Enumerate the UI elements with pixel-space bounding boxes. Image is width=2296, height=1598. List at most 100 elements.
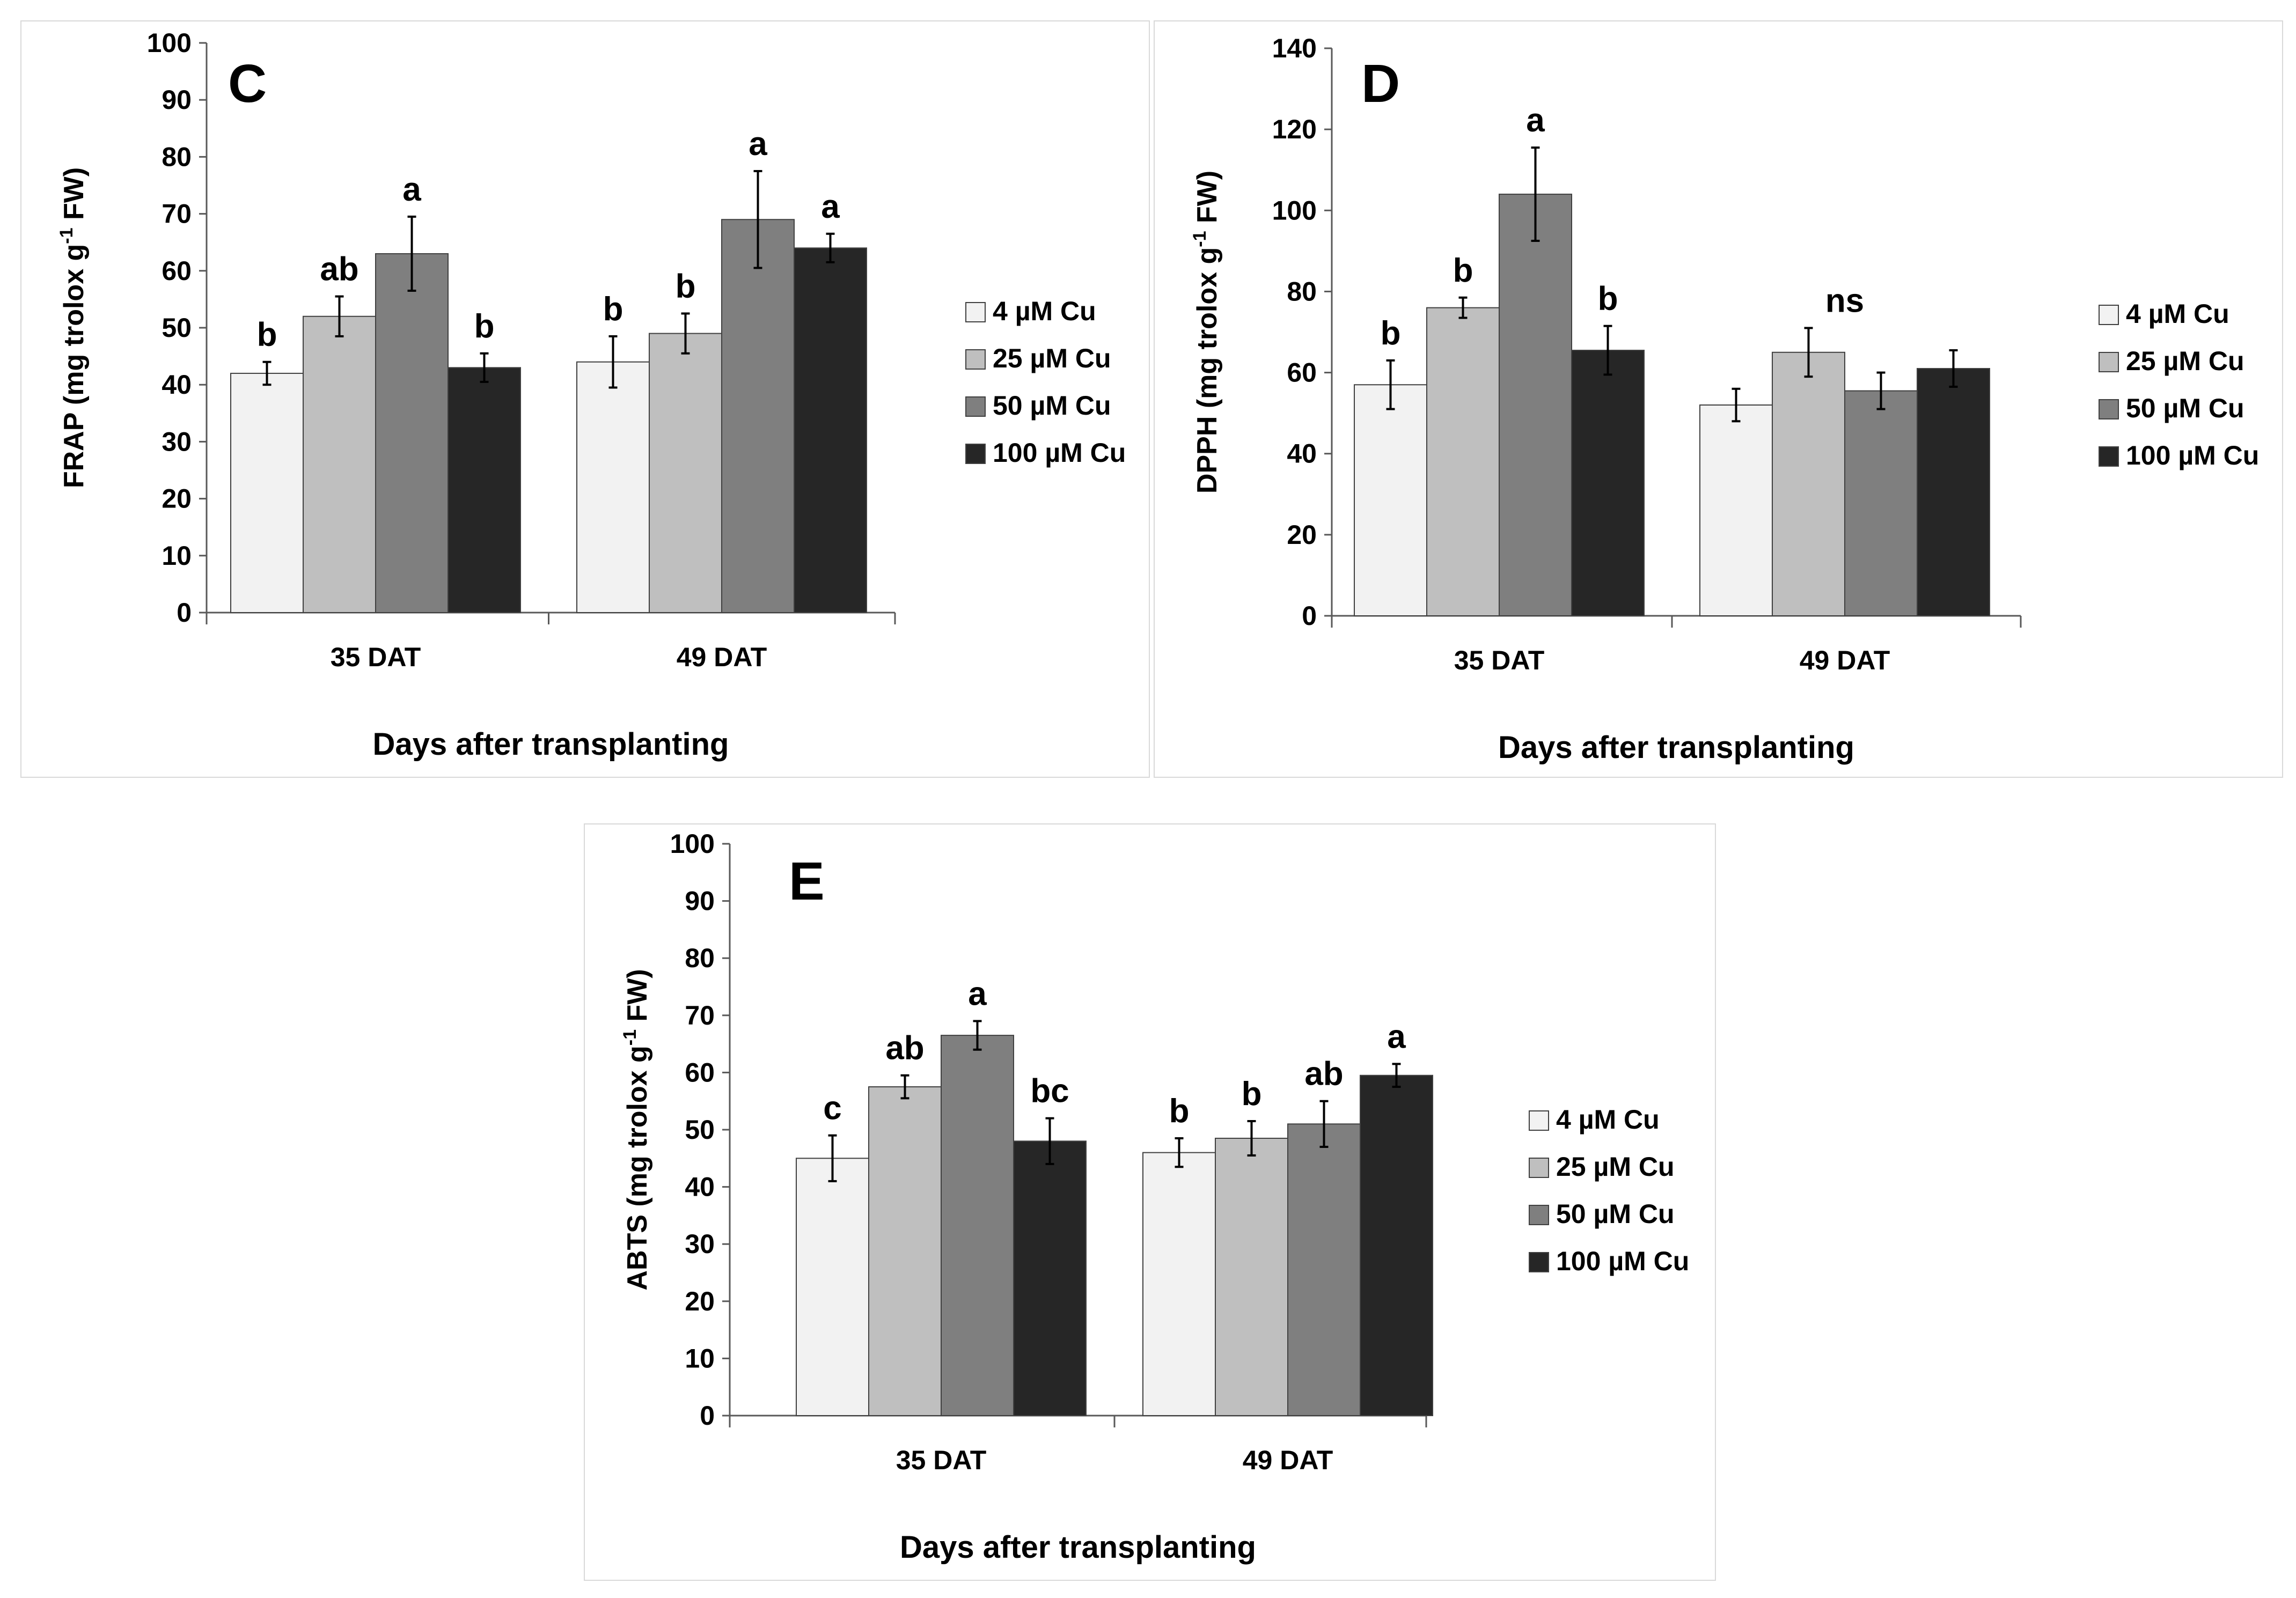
bar <box>448 367 521 614</box>
legend: 4 µM Cu 25 µM Cu 50 µM Cu 100 µM Cu <box>1529 1104 1689 1276</box>
significance-letter: a <box>1387 1018 1406 1055</box>
y-tick-label: 40 <box>162 370 192 400</box>
y-tick-label: 20 <box>685 1286 715 1316</box>
panel-label: E <box>789 851 825 911</box>
x-category-label: 49 DAT <box>677 642 767 672</box>
significance-letter: ab <box>320 251 358 288</box>
panel-label: C <box>228 54 267 114</box>
bar <box>303 315 376 613</box>
y-axis-label: DPPH (mg trolox g-1 FW) <box>1190 171 1223 494</box>
bar <box>1699 404 1773 616</box>
significance-letter: a <box>749 126 767 163</box>
bar <box>1772 351 1845 616</box>
y-tick-label: 70 <box>162 199 192 229</box>
x-axis-label: Days after transplanting <box>373 727 729 762</box>
panel-label: D <box>1361 54 1400 114</box>
y-tick-label: 0 <box>1302 601 1317 631</box>
bar <box>796 1158 869 1416</box>
y-tick-label: 60 <box>685 1057 715 1087</box>
bar <box>1571 350 1645 616</box>
chart-d-svg: 0 20 40 60 80 100 120 140 35 DAT 49 DAT b b a b ns D DPP… <box>1190 33 2259 765</box>
legend-swatch <box>965 396 986 417</box>
significance-letter: b <box>474 308 495 345</box>
legend-label: 4 µM Cu <box>993 296 1096 326</box>
legend-swatch <box>2099 352 2119 372</box>
legend-swatch <box>2099 446 2119 467</box>
bar <box>1426 307 1500 616</box>
significance-letter: b <box>1242 1076 1262 1113</box>
bar <box>1499 194 1572 616</box>
y-tick-label: 80 <box>685 943 715 973</box>
x-category-label: 35 DAT <box>896 1445 987 1475</box>
legend-swatch <box>1529 1110 1549 1131</box>
chart-panel-c: 0 10 20 30 40 50 60 70 80 90 100 35 DAT 49 DAT b b ab b a… <box>20 20 1150 778</box>
y-tick-label: 30 <box>162 426 192 456</box>
y-axis-label: FRAP (mg trolox g-1 FW) <box>56 167 90 488</box>
y-tick-label: 0 <box>700 1401 715 1431</box>
significance-letter: ab <box>885 1030 924 1067</box>
legend-label: 25 µM Cu <box>993 343 1111 373</box>
y-tick-label: 100 <box>1272 195 1317 225</box>
legend-label: 50 µM Cu <box>1556 1199 1675 1229</box>
y-tick-label: 40 <box>685 1172 715 1202</box>
significance-letter: a <box>968 975 987 1012</box>
legend-label: 100 µM Cu <box>2126 440 2259 470</box>
legend-swatch <box>1529 1252 1549 1272</box>
group-significance-label: ns <box>1825 282 1864 319</box>
y-tick-label: 30 <box>685 1229 715 1259</box>
y-tick-label: 20 <box>1287 520 1317 550</box>
y-tick-label: 60 <box>1287 358 1317 388</box>
legend-swatch <box>965 302 986 322</box>
chart-panel-e: 0 10 20 30 40 50 60 70 80 90 100 35 DAT 49 DAT c b ab b a… <box>584 823 1716 1581</box>
legend-swatch <box>1529 1205 1549 1225</box>
y-tick-label: 140 <box>1272 33 1317 63</box>
significance-letter: b <box>1381 315 1401 352</box>
y-tick-label: 120 <box>1272 114 1317 144</box>
bar <box>1917 368 1990 616</box>
y-tick-label: 80 <box>1287 276 1317 306</box>
y-axis-label: ABTS (mg trolox g-1 FW) <box>620 969 653 1290</box>
y-tick-label: 90 <box>162 85 192 115</box>
x-category-label: 49 DAT <box>1243 1445 1333 1475</box>
y-tick-label: 50 <box>685 1115 715 1145</box>
x-category-label: 35 DAT <box>1454 645 1545 675</box>
bar <box>1844 390 1918 616</box>
legend-label: 4 µM Cu <box>1556 1104 1660 1135</box>
bar <box>576 361 650 613</box>
y-tick-label: 0 <box>177 598 192 628</box>
chart-e-svg: 0 10 20 30 40 50 60 70 80 90 100 35 DAT 49 DAT c b ab b a… <box>620 829 1689 1565</box>
bar <box>649 333 722 613</box>
significance-letter: a <box>1526 102 1545 139</box>
legend: 4 µM Cu 25 µM Cu 50 µM Cu 100 µM Cu <box>2099 299 2259 470</box>
legend-label: 50 µM Cu <box>993 391 1111 421</box>
y-tick-label: 10 <box>162 541 192 571</box>
legend-label: 100 µM Cu <box>993 438 1126 468</box>
significance-letter: b <box>1453 252 1473 289</box>
x-category-label: 35 DAT <box>331 642 421 672</box>
y-tick-label: 70 <box>685 1000 715 1030</box>
legend-label: 50 µM Cu <box>2126 393 2244 423</box>
bar <box>794 247 867 613</box>
y-tick-label: 80 <box>162 142 192 172</box>
bar <box>941 1035 1014 1416</box>
legend-swatch <box>2099 305 2119 325</box>
bar <box>868 1086 942 1416</box>
y-tick-label: 40 <box>1287 439 1317 469</box>
x-axis-label: Days after transplanting <box>900 1530 1256 1565</box>
x-category-label: 49 DAT <box>1800 645 1890 675</box>
significance-letter: b <box>257 316 277 354</box>
significance-letter: b <box>1598 281 1618 318</box>
y-tick-label: 20 <box>162 484 192 514</box>
y-tick-label: 100 <box>670 829 715 859</box>
bar <box>1354 384 1427 616</box>
y-tick-label: 50 <box>162 313 192 343</box>
y-tick-label: 100 <box>147 28 192 58</box>
legend: 4 µM Cu 25 µM Cu 50 µM Cu 100 µM Cu <box>965 296 1126 468</box>
bar <box>375 253 449 613</box>
legend-swatch <box>965 444 986 464</box>
significance-letter: b <box>676 268 696 305</box>
legend-swatch <box>1529 1158 1549 1178</box>
significance-letter: c <box>823 1090 841 1127</box>
legend-swatch <box>2099 399 2119 419</box>
significance-letter: b <box>1169 1093 1190 1130</box>
